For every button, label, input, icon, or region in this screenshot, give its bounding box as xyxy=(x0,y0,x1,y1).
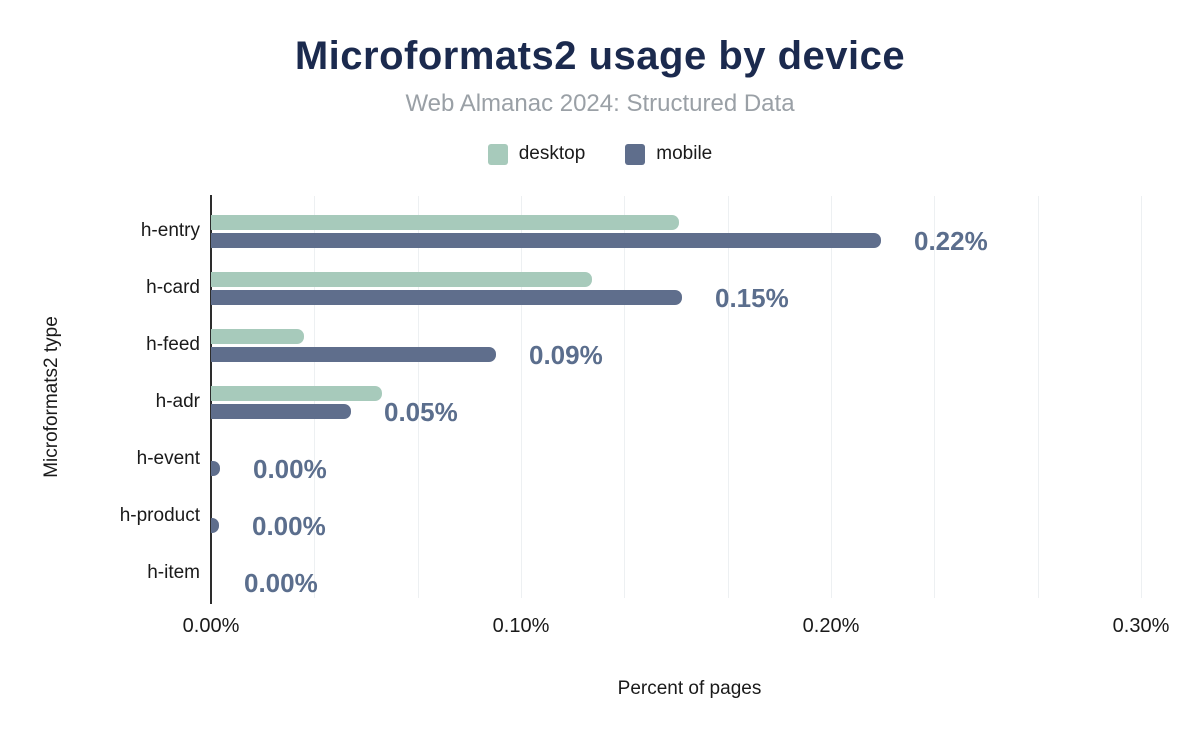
value-label-h-feed: 0.09% xyxy=(529,339,603,370)
bar-mobile-h-product xyxy=(211,517,219,533)
value-label-h-product: 0.00% xyxy=(252,510,326,541)
legend-item-desktop: desktop xyxy=(487,143,586,165)
gridline xyxy=(1038,196,1039,598)
gridline xyxy=(831,196,832,598)
category-label-h-entry: h-entry xyxy=(140,220,200,241)
x-tick-label-0.10%: 0.10% xyxy=(492,615,550,637)
plot-area: 0.22% 0.15% 0.09% 0.05% 0.00% 0.00% 0.00% xyxy=(211,196,1168,598)
x-tick-label-0.00%: 0.00% xyxy=(182,615,240,637)
chart-subtitle: Web Almanac 2024: Structured Data xyxy=(405,90,795,117)
bar-desktop-h-entry xyxy=(211,214,679,230)
category-label-h-card: h-card xyxy=(146,277,200,298)
bar-group-h-feed: 0.09% xyxy=(211,314,1168,371)
bar-group-h-card: 0.15% xyxy=(211,257,1168,314)
category-label-h-event: h-event xyxy=(136,448,200,469)
gridline xyxy=(934,196,935,598)
value-label-h-adr: 0.05% xyxy=(384,396,458,427)
bar-desktop-h-adr xyxy=(211,385,382,401)
gridline xyxy=(728,196,729,598)
value-label-h-item: 0.00% xyxy=(244,567,318,598)
x-axis-title: Percent of pages xyxy=(617,678,762,699)
value-label-h-event: 0.00% xyxy=(253,453,327,484)
value-label-h-card: 0.15% xyxy=(715,282,789,313)
bar-mobile-h-feed xyxy=(211,346,496,362)
chart-legend: desktop mobile xyxy=(0,143,1200,165)
bar-group-h-event: 0.00% xyxy=(211,428,1168,485)
gridline xyxy=(418,196,419,598)
bar-mobile-h-card xyxy=(211,289,682,305)
gridline xyxy=(624,196,625,598)
gridline xyxy=(1141,196,1142,598)
category-label-h-item: h-item xyxy=(147,562,200,583)
x-tick-label-0.20%: 0.20% xyxy=(802,615,860,637)
category-label-h-feed: h-feed xyxy=(146,334,200,355)
chart-title: Microformats2 usage by device xyxy=(294,34,906,78)
legend-swatch-mobile xyxy=(625,143,646,165)
category-label-h-product: h-product xyxy=(119,505,200,526)
gridline xyxy=(521,196,522,598)
bar-mobile-h-adr xyxy=(211,403,351,419)
bar-group-h-item: 0.00% xyxy=(211,542,1168,599)
x-tick-label-0.30%: 0.30% xyxy=(1112,615,1170,637)
legend-item-mobile: mobile xyxy=(625,143,712,165)
value-label-h-entry: 0.22% xyxy=(914,225,988,256)
bar-mobile-h-entry xyxy=(211,232,881,248)
bar-desktop-h-card xyxy=(211,271,592,287)
bar-group-h-product: 0.00% xyxy=(211,485,1168,542)
bar-group-h-adr: 0.05% xyxy=(211,371,1168,428)
legend-label-desktop: desktop xyxy=(518,143,586,164)
category-label-h-adr: h-adr xyxy=(155,391,200,412)
bar-group-h-entry: 0.22% xyxy=(211,200,1168,257)
bar-mobile-h-event xyxy=(211,460,220,476)
legend-label-mobile: mobile xyxy=(656,143,713,164)
legend-swatch-desktop xyxy=(487,143,508,165)
bar-desktop-h-feed xyxy=(211,328,304,344)
